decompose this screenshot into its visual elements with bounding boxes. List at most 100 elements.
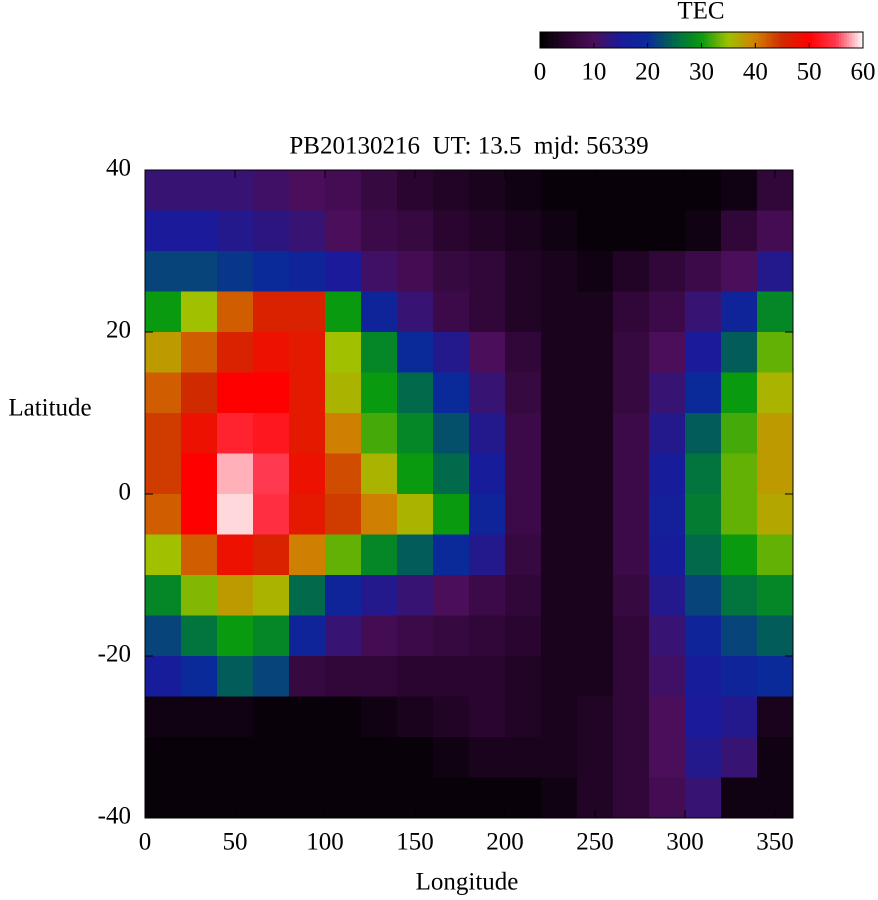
colorbar-segment: [723, 32, 727, 48]
heat-cell: [469, 413, 506, 454]
heat-cell: [325, 737, 362, 778]
heat-cell: [145, 251, 182, 292]
heat-cell: [541, 332, 578, 373]
heat-cell: [577, 534, 614, 576]
heat-cell: [685, 737, 722, 778]
colorbar-tick-label: 30: [689, 59, 714, 86]
heat-cell: [613, 291, 650, 333]
x-axis-label: Longitude: [416, 869, 519, 896]
colorbar-segment: [615, 32, 619, 48]
heat-cell: [181, 453, 218, 495]
heat-cell: [541, 210, 578, 252]
heat-cell: [433, 291, 470, 333]
colorbar-segment: [725, 32, 729, 48]
heat-cell: [361, 615, 398, 657]
colorbar-segment: [685, 32, 689, 48]
colorbar-segment: [801, 32, 805, 48]
heat-cell: [433, 737, 470, 778]
heat-cell: [433, 534, 470, 576]
heat-cell: [289, 413, 326, 454]
heat-cell: [253, 737, 290, 778]
colorbar-segment: [763, 32, 767, 48]
colorbar-segment: [620, 32, 624, 48]
colorbar-segment: [758, 32, 762, 48]
heat-cell: [469, 656, 506, 697]
heat-cell: [397, 737, 434, 778]
colorbar-segment: [682, 32, 686, 48]
heat-cell: [433, 696, 470, 738]
colorbar-segment: [566, 32, 571, 48]
heat-cell: [505, 575, 542, 616]
heat-cell: [757, 453, 794, 495]
colorbar-segment: [596, 32, 600, 48]
heat-cell: [253, 453, 290, 495]
heat-cell: [505, 170, 542, 211]
heat-cell: [577, 413, 614, 454]
colorbar-segment: [830, 32, 834, 48]
heat-cell: [721, 656, 758, 697]
heat-cell: [397, 575, 434, 616]
heat-cell: [289, 494, 326, 535]
heat-cell: [325, 291, 362, 333]
colorbar-segment: [752, 32, 756, 48]
heat-cell: [613, 615, 650, 657]
heat-cell: [289, 372, 326, 414]
heat-cell: [181, 332, 218, 373]
heat-cell: [721, 453, 758, 495]
colorbar-segment: [811, 32, 816, 48]
heat-cell: [469, 453, 506, 495]
heat-cell: [145, 737, 182, 778]
heat-cell: [541, 372, 578, 414]
heat-cell: [613, 534, 650, 576]
heat-cell: [145, 413, 182, 454]
colorbar-segment: [782, 32, 786, 48]
heat-cell: [217, 494, 254, 535]
heat-cell: [721, 413, 758, 454]
heat-cell: [613, 494, 650, 535]
heat-cell: [685, 777, 722, 819]
heat-cell: [721, 534, 758, 576]
heat-cell: [685, 615, 722, 657]
heat-cell: [181, 494, 218, 535]
heat-cell: [145, 534, 182, 576]
colorbar-segment: [793, 32, 797, 48]
heat-cell: [721, 494, 758, 535]
heat-cell: [649, 413, 686, 454]
colorbar-segment: [574, 32, 579, 48]
heat-cell: [361, 453, 398, 495]
heat-cell: [253, 332, 290, 373]
heat-cell: [505, 413, 542, 454]
heat-cell: [685, 413, 722, 454]
colorbar-segment: [825, 32, 829, 48]
heat-cell: [217, 534, 254, 576]
heat-cell: [217, 615, 254, 657]
heat-cell: [505, 332, 542, 373]
heat-cell: [757, 413, 794, 454]
colorbar-segment: [639, 32, 643, 48]
colorbar-segment: [679, 32, 684, 48]
heat-cell: [181, 777, 218, 819]
heat-cell: [613, 575, 650, 616]
heat-cell: [145, 615, 182, 657]
heat-cell: [361, 413, 398, 454]
heat-cell: [145, 291, 182, 333]
heat-cell: [253, 372, 290, 414]
heat-cell: [397, 453, 434, 495]
colorbar-segment: [693, 32, 697, 48]
heat-cell: [469, 696, 506, 738]
heat-cell: [361, 170, 398, 211]
heat-cell: [361, 777, 398, 819]
heat-cell: [469, 737, 506, 778]
colorbar-segment: [561, 32, 565, 48]
heat-cell: [577, 737, 614, 778]
colorbar-tick-label: 40: [743, 59, 768, 86]
heat-cell: [469, 494, 506, 535]
colorbar-segment: [838, 32, 842, 48]
heat-cell: [181, 696, 218, 738]
y-tick-label: 20: [106, 317, 131, 344]
heat-cell: [613, 453, 650, 495]
heat-cell: [649, 332, 686, 373]
colorbar-tick-label: 0: [534, 59, 547, 86]
x-tick-label: 250: [576, 829, 614, 856]
